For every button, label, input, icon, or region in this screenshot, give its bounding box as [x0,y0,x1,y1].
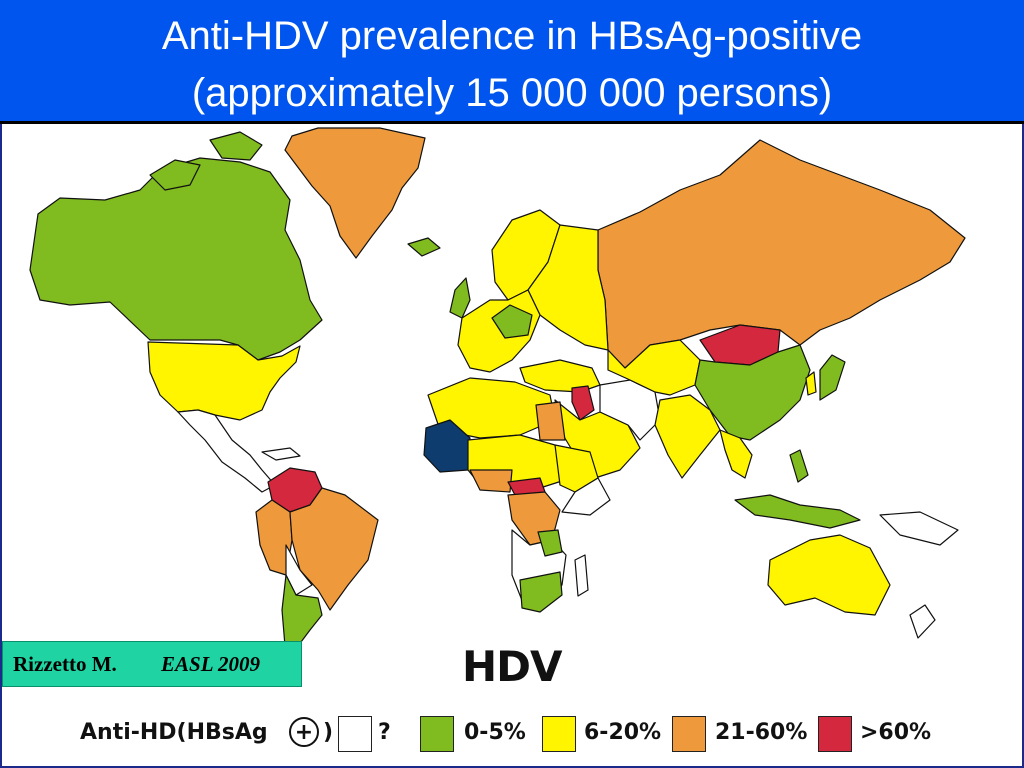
region-horn [561,477,611,516]
region-southern-cone [281,574,323,646]
region-new-guinea [879,511,959,546]
title-bar: Anti-HDV prevalence in HBsAg-positive (a… [0,0,1024,124]
region-usa [147,341,301,421]
region-australia [767,534,891,616]
region-levant [571,385,595,421]
citation-journal: EASL 2009 [161,652,260,676]
plus-circle-icon: + [289,717,319,747]
region-caribbean [261,447,301,461]
region-turkey [519,359,601,393]
region-iceland [407,237,441,257]
legend-label: Anti-HD(HBsAg [80,720,268,745]
region-brazil [289,487,379,611]
region-india [654,394,721,479]
region-mexico [177,409,276,493]
legend-item-low: 0-5% [464,720,526,745]
legend-swatch-high [672,716,706,752]
legend-item-medium: 6-20% [584,720,662,745]
legend-swatch-low [420,716,454,752]
legend-swatch-unknown [338,716,372,752]
region-uk [449,277,471,319]
region-madagascar [574,554,589,597]
region-greenland [284,127,426,259]
slide-title-line-1: Anti-HDV prevalence in HBsAg-positive [161,14,863,58]
legend-item-unknown: ? [378,720,391,745]
region-west-coast [469,469,513,493]
region-east-africa-green [537,529,563,557]
legend-swatch-medium [542,716,576,752]
region-south-africa [519,571,563,613]
region-southeast-asia [719,429,753,479]
citation-box: Rizzetto M. EASL 2009 [2,641,302,687]
region-indonesia [734,494,861,529]
region-russia [597,139,966,369]
region-central-europe [491,304,533,339]
region-arctic-islands-2 [209,131,263,161]
region-egypt [535,401,566,441]
region-japan [819,354,846,401]
legend-close-paren: ) [323,720,334,745]
region-bolivia [285,544,313,596]
region-korea [805,371,817,396]
map-legend: Anti-HD(HBsAg + ) ? 0-5% 6-20% 21-60% >6… [80,712,980,760]
slide-title-line-2: (approximately 15 000 000 persons) [191,71,833,115]
legend-item-high: 21-60% [715,720,808,745]
region-arctic-islands-1 [149,159,201,191]
citation-author: Rizzetto M. [13,652,117,676]
region-arabia [554,399,641,479]
legend-item-very-high: >60% [860,720,932,745]
region-philippines [789,449,809,483]
plus-symbol: + [295,720,313,745]
world-prevalence-map [29,127,966,646]
legend-swatch-very-high [818,716,852,752]
legend-heading: HDV [462,642,563,691]
region-new-zealand [909,604,936,639]
